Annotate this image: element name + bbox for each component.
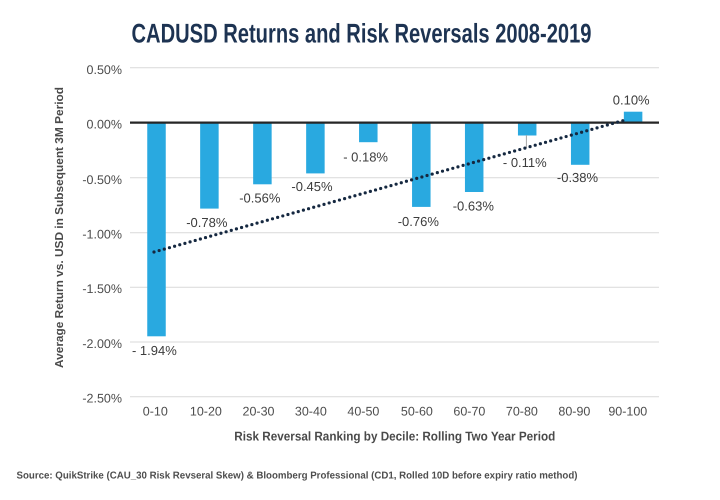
svg-text:0-10: 0-10	[143, 405, 168, 419]
svg-text:40-50: 40-50	[347, 405, 379, 419]
svg-text:-0.76%: -0.76%	[398, 214, 440, 229]
svg-text:- 0.18%: - 0.18%	[343, 150, 388, 165]
svg-text:-2.00%: -2.00%	[82, 337, 122, 351]
svg-text:-2.50%: -2.50%	[82, 392, 122, 406]
svg-text:10-20: 10-20	[190, 405, 222, 419]
svg-text:50-60: 50-60	[401, 405, 433, 419]
svg-text:80-90: 80-90	[558, 405, 590, 419]
svg-text:Risk Reversal Ranking by Decil: Risk Reversal Ranking by Decile: Rolling…	[234, 428, 555, 443]
svg-text:-0.50%: -0.50%	[82, 173, 122, 187]
svg-text:-1.50%: -1.50%	[82, 282, 122, 296]
svg-text:-0.63%: -0.63%	[453, 199, 495, 214]
svg-text:70-80: 70-80	[506, 405, 538, 419]
svg-text:-0.56%: -0.56%	[239, 191, 281, 206]
svg-text:60-70: 60-70	[453, 405, 485, 419]
svg-text:90-100: 90-100	[608, 405, 647, 419]
svg-text:30-40: 30-40	[295, 405, 327, 419]
svg-text:Source: QuikStrike (CAU_30 Ris: Source: QuikStrike (CAU_30 Risk Revseral…	[17, 471, 578, 482]
svg-text:- 0.11%: - 0.11%	[503, 155, 547, 170]
svg-text:0.00%: 0.00%	[87, 118, 122, 132]
svg-text:0.50%: 0.50%	[87, 63, 122, 77]
svg-text:0.10%: 0.10%	[613, 92, 650, 107]
svg-text:-0.45%: -0.45%	[291, 179, 333, 194]
svg-text:CADUSD Returns and Risk Revers: CADUSD Returns and Risk Reversals 2008-2…	[132, 19, 592, 49]
svg-text:-1.00%: -1.00%	[82, 228, 122, 242]
svg-text:Average Return vs. USD in Subs: Average Return vs. USD in Subsequent 3M …	[54, 87, 66, 368]
svg-text:-0.78%: -0.78%	[186, 215, 228, 230]
svg-text:- 1.94%: - 1.94%	[132, 343, 177, 358]
svg-text:-0.38%: -0.38%	[557, 170, 599, 185]
svg-text:20-30: 20-30	[243, 405, 275, 419]
